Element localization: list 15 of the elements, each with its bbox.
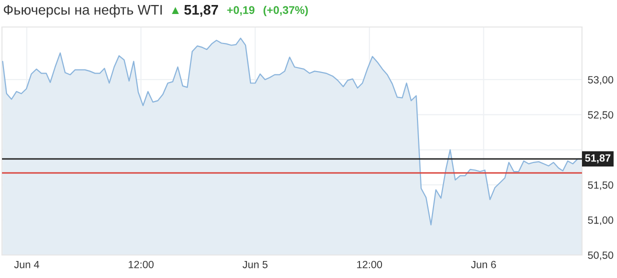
text: 51,87 xyxy=(184,4,218,17)
text: +0,19 xyxy=(227,6,254,16)
y-tick-label: 51,50 xyxy=(588,181,614,190)
x-tick-label: Jun 6 xyxy=(471,260,496,268)
y-tick-label: 52,50 xyxy=(588,111,614,120)
text: (+0,37%) xyxy=(264,6,308,16)
y-tick-label: 50,50 xyxy=(588,252,614,260)
x-tick-label: Jun 5 xyxy=(242,260,268,268)
ref-line-label: 51,87 xyxy=(585,154,610,164)
x-tick-label: 12:00 xyxy=(128,260,154,268)
y-tick-label: 53,00 xyxy=(588,76,614,85)
x-tick-label: Jun 4 xyxy=(14,260,40,268)
y-tick-label: 51,00 xyxy=(588,216,614,226)
x-tick-label: 12:00 xyxy=(357,260,382,268)
chart-title: Фьючерсы на нефть WTI xyxy=(4,4,162,18)
